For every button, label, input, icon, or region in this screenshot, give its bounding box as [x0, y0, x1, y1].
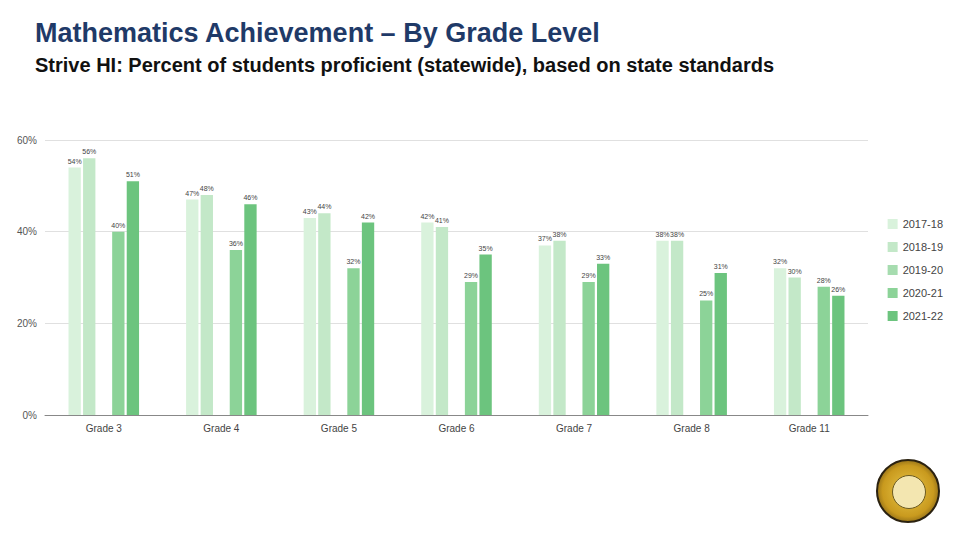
svg-text:2020-21: 2020-21 [903, 287, 943, 299]
svg-text:30%: 30% [788, 268, 802, 275]
svg-text:36%: 36% [229, 240, 243, 247]
svg-text:Grade 3: Grade 3 [86, 423, 123, 434]
svg-text:32%: 32% [346, 258, 360, 265]
svg-text:38%: 38% [670, 231, 684, 238]
svg-text:29%: 29% [582, 272, 596, 279]
svg-text:Grade 11: Grade 11 [789, 423, 830, 434]
svg-text:33%: 33% [596, 254, 610, 261]
svg-text:32%: 32% [773, 258, 787, 265]
svg-text:0%: 0% [23, 410, 38, 421]
svg-text:29%: 29% [464, 272, 478, 279]
svg-text:47%: 47% [185, 190, 199, 197]
svg-text:Grade 5: Grade 5 [321, 423, 358, 434]
svg-text:25%: 25% [699, 290, 713, 297]
svg-text:38%: 38% [553, 231, 567, 238]
svg-text:46%: 46% [243, 194, 257, 201]
svg-text:37%: 37% [538, 235, 552, 242]
svg-text:20%: 20% [17, 318, 37, 329]
svg-text:31%: 31% [714, 263, 728, 270]
svg-text:54%: 54% [68, 158, 82, 165]
svg-text:43%: 43% [303, 208, 317, 215]
svg-text:Mathematics Achievement – By G: Mathematics Achievement – By Grade Level [35, 18, 600, 48]
svg-text:60%: 60% [17, 135, 37, 146]
svg-text:Grade 6: Grade 6 [438, 423, 475, 434]
svg-text:2017-18: 2017-18 [903, 218, 943, 230]
svg-text:2018-19: 2018-19 [903, 241, 943, 253]
svg-text:41%: 41% [435, 217, 449, 224]
svg-text:Grade 4: Grade 4 [203, 423, 240, 434]
svg-text:42%: 42% [361, 213, 375, 220]
svg-text:2019-20: 2019-20 [903, 264, 943, 276]
svg-text:35%: 35% [479, 245, 493, 252]
svg-text:42%: 42% [420, 213, 434, 220]
svg-text:51%: 51% [126, 171, 140, 178]
svg-text:38%: 38% [656, 231, 670, 238]
svg-text:26%: 26% [831, 286, 845, 293]
svg-text:44%: 44% [317, 203, 331, 210]
svg-text:40%: 40% [111, 222, 125, 229]
svg-text:Grade 8: Grade 8 [674, 423, 711, 434]
svg-text:40%: 40% [17, 226, 37, 237]
svg-text:48%: 48% [200, 185, 214, 192]
svg-text:Strive HI: Percent of students: Strive HI: Percent of students proficien… [35, 54, 774, 76]
svg-text:Grade 7: Grade 7 [556, 423, 593, 434]
svg-text:28%: 28% [817, 277, 831, 284]
svg-text:2021-22: 2021-22 [903, 310, 943, 322]
svg-text:56%: 56% [82, 148, 96, 155]
